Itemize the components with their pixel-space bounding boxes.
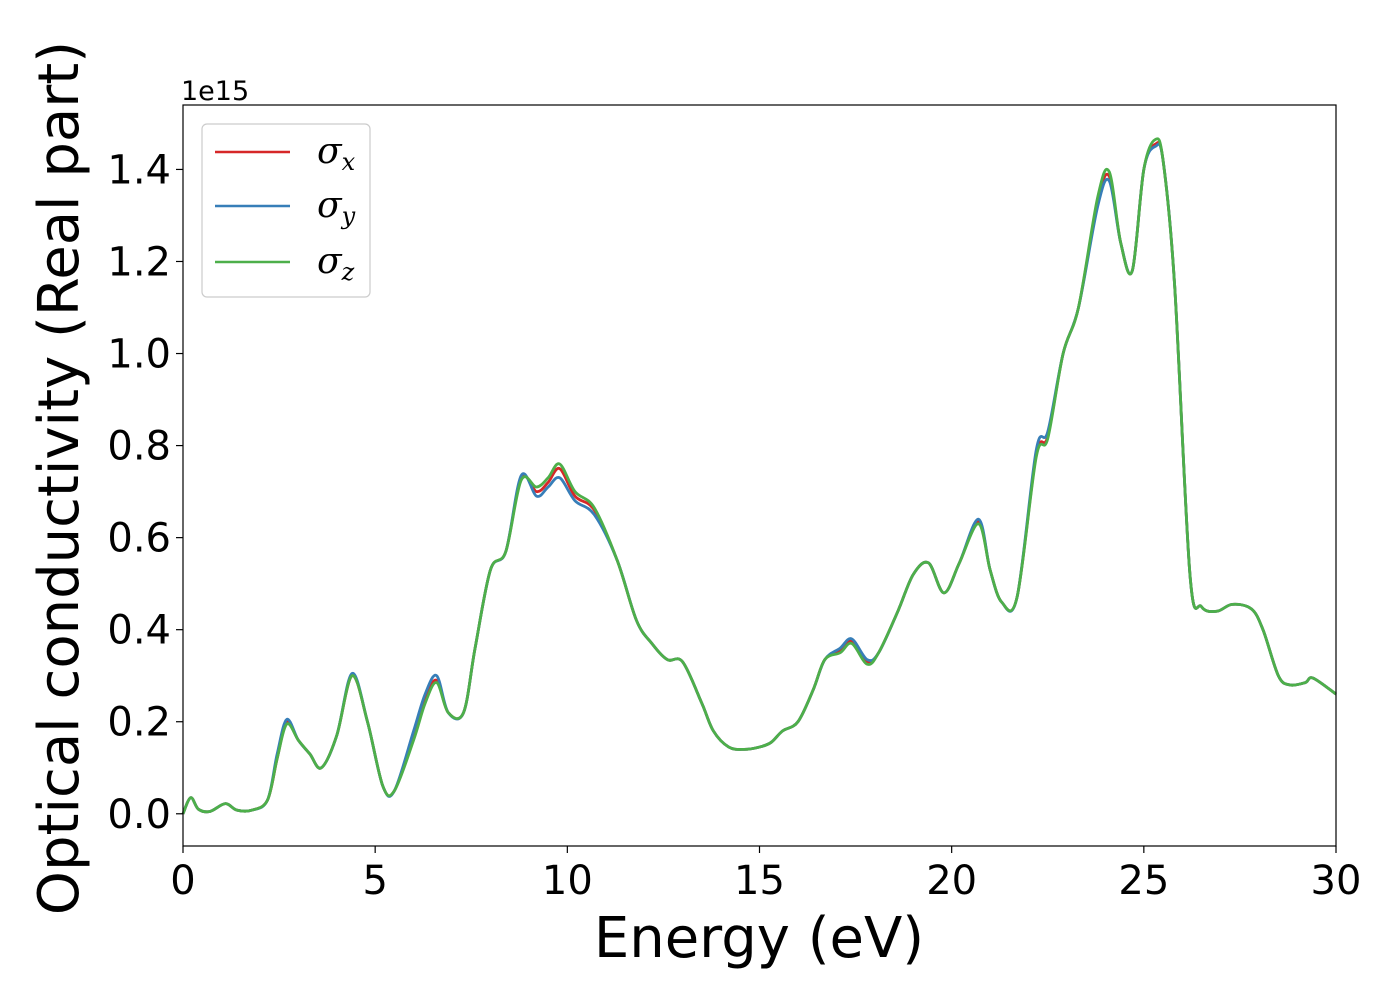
y-axis: 0.0 0.2 0.4 0.6 0.8 1.0 1.2 1.4: [107, 147, 183, 838]
y-tick-label: 0.0: [107, 792, 171, 838]
series-line-sigma-z: [181, 137, 1337, 815]
x-tick-label: 25: [1118, 858, 1169, 904]
y-tick-label: 1.4: [107, 147, 171, 193]
legend-label-sigma-y: σy: [317, 185, 356, 230]
y-tick-label: 1.0: [107, 332, 171, 378]
legend: σx σy σz: [201, 123, 371, 298]
y-tick-label: 0.8: [107, 424, 171, 470]
x-axis: 0 5 10 15 20 25 30: [170, 846, 1361, 904]
x-tick-label: 20: [926, 858, 977, 904]
x-tick-label: 0: [170, 858, 195, 904]
x-axis-title: Energy (eV): [594, 906, 924, 971]
legend-label-sigma-z: σz: [317, 241, 355, 286]
x-tick-label: 30: [1311, 858, 1362, 904]
x-tick-label: 15: [734, 858, 785, 904]
y-tick-label: 0.4: [107, 608, 171, 654]
legend-box: [201, 123, 371, 298]
series-layer: [181, 137, 1337, 815]
x-tick-label: 10: [542, 858, 593, 904]
y-tick-label: 1.2: [107, 239, 171, 285]
legend-label-sigma-x: σx: [317, 131, 356, 176]
y-axis-title: Optical conductivity (Real part): [27, 41, 92, 915]
x-tick-label: 5: [362, 858, 387, 904]
y-offset-label: 1e15: [181, 76, 249, 107]
y-tick-label: 0.2: [107, 700, 171, 746]
y-tick-label: 0.6: [107, 516, 171, 562]
